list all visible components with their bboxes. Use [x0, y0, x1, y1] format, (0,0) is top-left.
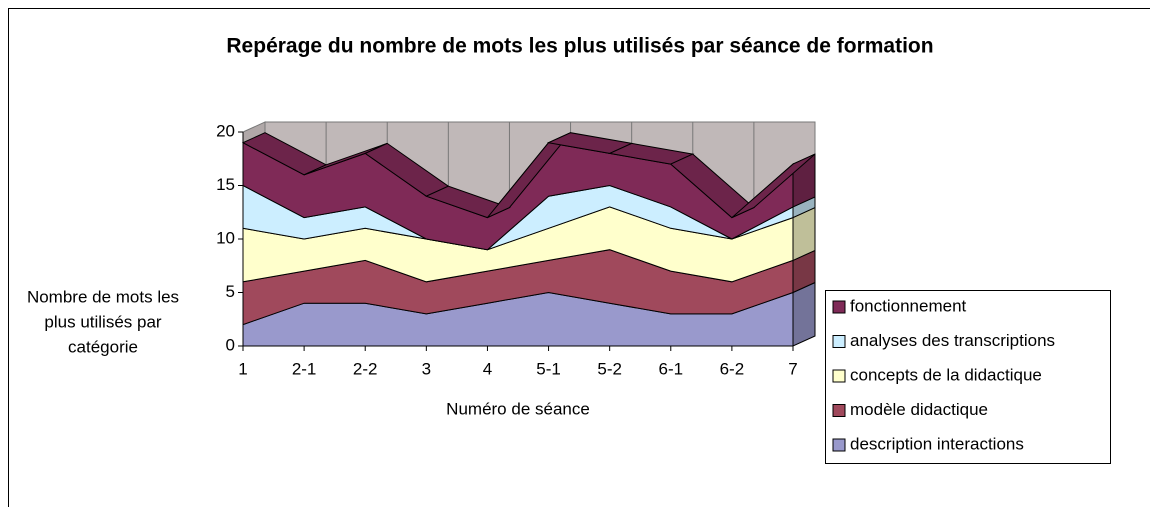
legend-swatch [832, 438, 846, 452]
legend-label: concepts de la didactique [850, 365, 1042, 384]
x-tick-label: 5-1 [536, 359, 561, 378]
x-axis-label: Numéro de séance [446, 399, 590, 418]
legend-swatch [832, 300, 846, 314]
legend-swatch [832, 335, 846, 348]
legend-label: analyses des transcriptions [850, 331, 1055, 350]
x-tick-label: 3 [422, 359, 431, 378]
y-tick-label: 10 [216, 228, 235, 247]
x-tick-label: 7 [788, 359, 797, 378]
y-tick-label: 20 [216, 121, 235, 140]
legend [825, 290, 1111, 464]
legend-label: modèle didactique [850, 400, 988, 419]
x-tick-label: 4 [483, 359, 492, 378]
x-tick-label: 6-1 [658, 359, 683, 378]
legend-label: fonctionnement [850, 296, 967, 315]
x-tick-label: 1 [238, 359, 247, 378]
legend-swatch [832, 369, 846, 383]
x-tick-label: 2-1 [292, 359, 317, 378]
y-tick-label: 0 [226, 335, 235, 354]
x-tick-label: 2-2 [353, 359, 378, 378]
area-side [792, 281, 816, 347]
y-axis-label: Nombre de mots les [27, 287, 179, 306]
area-top [731, 153, 816, 219]
y-tick-label: 5 [226, 282, 235, 301]
y-axis-label: catégorie [68, 337, 138, 356]
x-tick-label: 6-2 [720, 359, 745, 378]
chart-title: Repérage du nombre de mots les plus util… [226, 35, 933, 58]
x-tick-label: 5-2 [597, 359, 622, 378]
legend-label: description interactions [850, 434, 1024, 453]
y-tick-label: 15 [216, 175, 235, 194]
y-axis-label: plus utilisés par [44, 312, 162, 331]
legend-swatch [832, 404, 846, 417]
